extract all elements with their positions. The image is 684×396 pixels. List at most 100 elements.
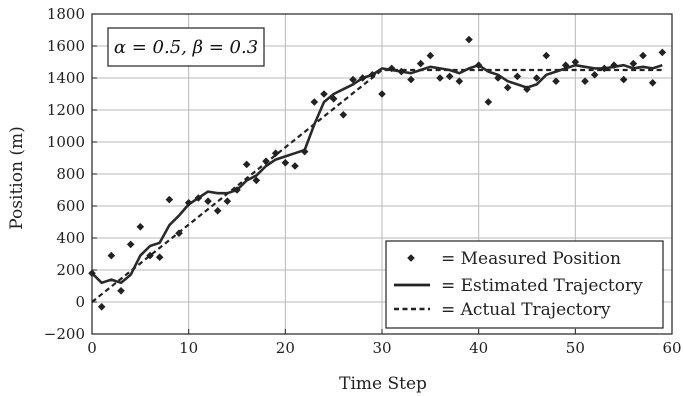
legend: = Measured Position = Estimated Trajector…: [385, 240, 664, 329]
measured-point: [329, 95, 338, 103]
measured-point: [474, 61, 483, 69]
measured-point: [126, 240, 135, 249]
measured-point: [184, 199, 193, 207]
measured-point: [97, 303, 106, 311]
legend-items: = Measured Position = Estimated Trajector…: [394, 249, 643, 320]
measured-point: [610, 61, 618, 69]
measured-point: [300, 147, 309, 156]
legend-item: = Estimated Trajectory: [394, 276, 643, 296]
x-tick-label: 20: [276, 339, 295, 357]
measured-point: [542, 51, 551, 60]
x-axis-ticks: 0 10 20 30 40 50 60: [87, 329, 682, 357]
y-tick-label: 200: [56, 261, 85, 279]
measured-point: [223, 197, 232, 205]
measured-point: [107, 251, 116, 260]
y-axis-ticks: −200 0 200 400 600 800 1000 1200 1400 1600 1800: [44, 5, 97, 343]
measured-point: [639, 51, 647, 60]
x-tick-label: 10: [179, 339, 198, 357]
measured-point: [484, 98, 493, 106]
measured-point: [368, 71, 377, 79]
y-tick-label: 1800: [47, 5, 85, 23]
measured-position-series: [88, 35, 667, 311]
x-tick-label: 40: [469, 339, 488, 357]
measured-point: [436, 74, 444, 82]
measured-point: [204, 197, 212, 205]
y-tick-label: 1200: [47, 101, 85, 119]
measured-point: [242, 160, 251, 169]
x-tick-label: 60: [662, 339, 681, 357]
actual-trajectory-line: [91, 68, 663, 303]
measured-point: [407, 75, 415, 84]
legend-marker-symbol: [407, 254, 415, 262]
y-tick-label: −200: [44, 325, 85, 343]
measured-point: [629, 59, 638, 68]
measured-point: [291, 162, 299, 170]
measured-point: [426, 51, 435, 60]
x-tick-label: 30: [372, 339, 391, 357]
measured-point: [165, 195, 174, 204]
y-tick-label: 1600: [47, 37, 85, 55]
legend-label: = Measured Position: [441, 249, 621, 269]
measured-point: [339, 111, 348, 119]
y-tick-label: 600: [56, 197, 85, 215]
measured-point: [146, 251, 154, 260]
measured-point: [561, 61, 570, 69]
measured-point: [658, 48, 667, 57]
measured-point: [552, 77, 560, 85]
annotation-box: α = 0.5, β = 0.3: [107, 27, 265, 67]
measured-point: [503, 83, 512, 92]
measured-point: [281, 159, 290, 167]
estimated-trajectory-series: [91, 63, 663, 285]
measured-point: [513, 72, 522, 81]
y-axis-label: Position (m): [7, 126, 27, 229]
estimated-trajectory-line: [91, 63, 663, 285]
measured-point: [213, 207, 222, 215]
measured-point: [349, 75, 357, 84]
measured-point: [252, 176, 261, 185]
legend-frame: [385, 240, 664, 329]
measured-point: [262, 157, 270, 165]
measured-point: [581, 77, 589, 85]
measured-point: [194, 194, 203, 202]
measured-point: [648, 79, 657, 87]
actual-trajectory-series: [91, 68, 663, 303]
y-tick-label: 1400: [47, 69, 85, 87]
measured-point: [571, 58, 580, 66]
legend-label: = Actual Trajectory: [441, 300, 611, 320]
legend-item: = Measured Position: [407, 249, 621, 269]
y-tick-label: 0: [75, 293, 85, 311]
measured-point: [155, 253, 164, 261]
measured-point: [117, 287, 125, 295]
measured-point: [378, 90, 386, 98]
x-tick-label: 50: [566, 339, 585, 357]
x-tick-label: 0: [87, 339, 97, 357]
measured-point: [175, 229, 183, 237]
measured-point: [523, 85, 531, 93]
x-axis-label: Time Step: [339, 374, 427, 394]
y-tick-label: 1000: [47, 133, 85, 151]
annotation-frame: [107, 27, 265, 67]
measured-point: [397, 67, 406, 76]
measured-point: [455, 77, 464, 85]
measured-point: [358, 74, 367, 82]
measured-point: [445, 72, 454, 81]
measured-point: [619, 75, 628, 84]
measured-point: [320, 90, 328, 98]
measured-point: [271, 149, 280, 157]
measured-point: [233, 186, 241, 194]
legend-item: = Actual Trajectory: [394, 300, 611, 320]
measured-point: [136, 223, 145, 231]
legend-label: = Estimated Trajectory: [441, 276, 643, 296]
measured-point: [590, 71, 599, 79]
measured-point: [416, 59, 425, 68]
measured-point: [465, 35, 473, 44]
measured-point: [494, 74, 502, 82]
measured-point: [387, 64, 396, 73]
annotation-text: α = 0.5, β = 0.3: [114, 37, 258, 58]
measured-point: [532, 74, 541, 82]
y-tick-label: 800: [56, 165, 85, 183]
y-tick-label: 400: [56, 229, 85, 247]
measured-point: [310, 98, 319, 106]
